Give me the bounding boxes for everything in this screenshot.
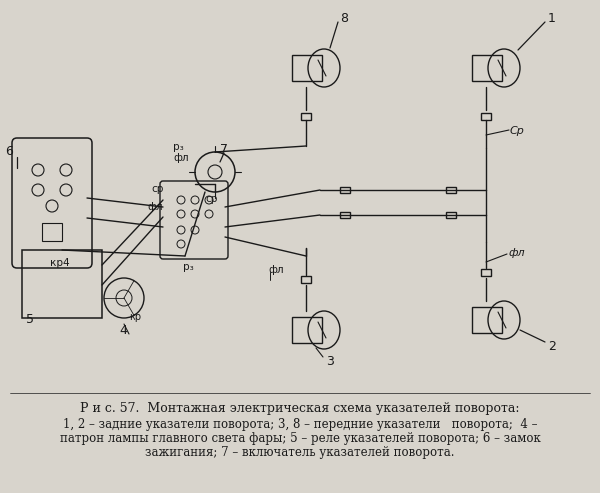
Bar — [481, 112, 491, 119]
Text: 3: 3 — [326, 355, 334, 368]
Bar — [446, 187, 456, 193]
Bar — [472, 55, 502, 81]
Text: фл: фл — [173, 153, 188, 163]
Bar — [22, 250, 102, 318]
Text: зажигания; 7 – включатель указателей поворота.: зажигания; 7 – включатель указателей пов… — [145, 446, 455, 459]
Text: 1: 1 — [548, 12, 556, 25]
Text: 4: 4 — [119, 324, 127, 337]
Bar — [446, 212, 456, 218]
Text: фл: фл — [268, 265, 284, 275]
Text: 2: 2 — [548, 340, 556, 353]
Bar — [340, 187, 350, 193]
Bar — [292, 55, 322, 81]
Text: кр4: кр4 — [50, 258, 70, 268]
Text: 6: 6 — [5, 145, 13, 158]
Text: 8: 8 — [340, 12, 348, 25]
Bar — [292, 317, 322, 343]
Bar — [340, 212, 350, 218]
Text: ср: ср — [151, 184, 163, 194]
Bar — [301, 112, 311, 119]
Bar — [472, 307, 502, 333]
Text: патрон лампы главного света фары; 5 – реле указателей поворота; 6 – замок: патрон лампы главного света фары; 5 – ре… — [59, 432, 541, 445]
Text: фл: фл — [508, 248, 524, 258]
Text: кр: кр — [129, 312, 141, 322]
Bar — [301, 276, 311, 282]
Text: 7: 7 — [220, 143, 228, 156]
Text: р₃: р₃ — [183, 262, 194, 272]
Text: 1, 2 – задние указатели поворота; 3, 8 – передние указатели   поворота;  4 –: 1, 2 – задние указатели поворота; 3, 8 –… — [63, 418, 537, 431]
Text: ср: ср — [205, 194, 217, 204]
Bar — [42, 223, 62, 241]
Text: фл: фл — [147, 202, 163, 212]
Text: р₃: р₃ — [173, 142, 184, 152]
Text: 5: 5 — [26, 313, 34, 326]
Text: Ср: Ср — [510, 126, 525, 136]
Text: Р и с. 57.  Монтажная электрическая схема указателей поворота:: Р и с. 57. Монтажная электрическая схема… — [80, 402, 520, 415]
Bar — [481, 269, 491, 276]
